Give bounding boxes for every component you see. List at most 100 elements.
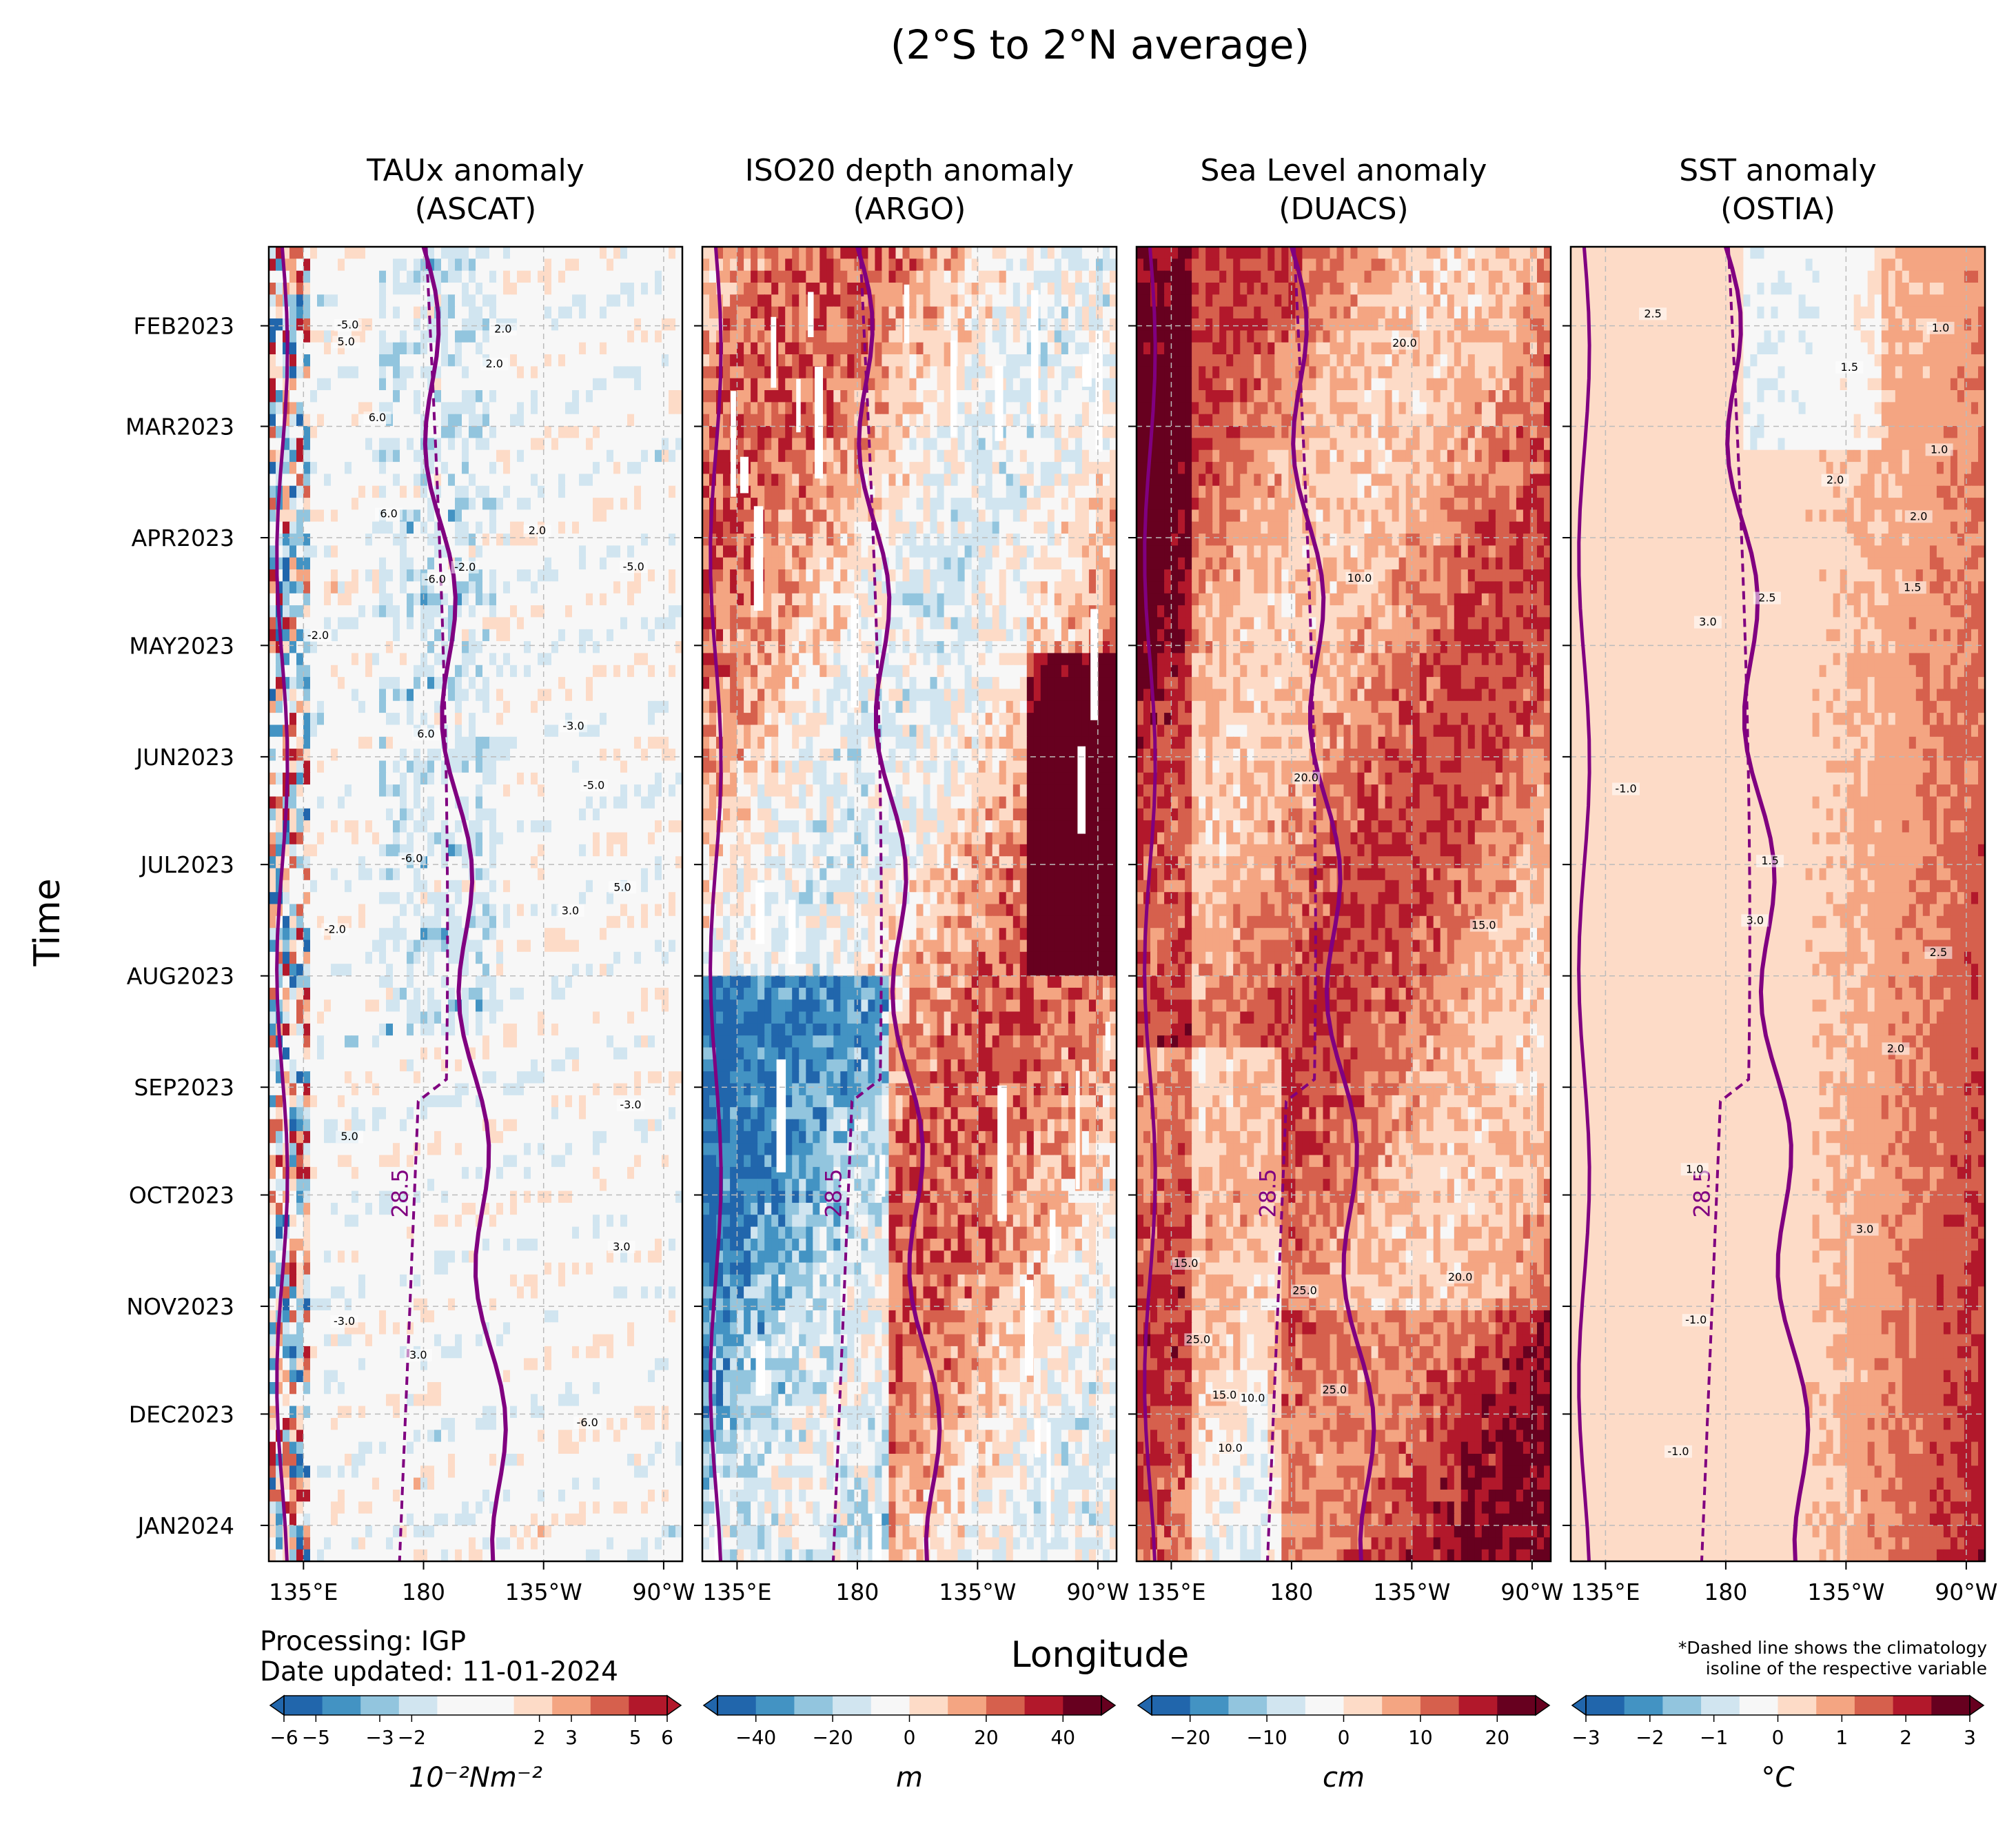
heatmap-cell — [310, 342, 318, 355]
heatmap-cell — [400, 641, 407, 654]
heatmap-cell — [379, 665, 387, 678]
heatmap-cell — [331, 390, 338, 403]
heatmap-cell — [358, 987, 366, 1000]
heatmap-cell — [600, 390, 607, 403]
heatmap-cell — [544, 1083, 552, 1096]
heatmap-cell — [620, 760, 628, 773]
heatmap-cell — [352, 426, 359, 439]
heatmap-cell — [620, 306, 628, 319]
heatmap-cell — [496, 270, 504, 283]
heatmap-cell — [420, 414, 428, 427]
heatmap-cell — [379, 581, 387, 594]
heatmap-cell — [407, 1071, 414, 1084]
heatmap-cell — [324, 1130, 332, 1144]
heatmap-cell — [620, 915, 628, 929]
heatmap-cell — [627, 856, 635, 869]
heatmap-cell — [586, 928, 593, 941]
heatmap-cell — [400, 844, 407, 857]
heatmap-cell — [414, 700, 421, 713]
heatmap-cell — [565, 653, 573, 666]
heatmap-cell — [489, 330, 497, 343]
heatmap-cell — [324, 402, 332, 415]
heatmap-cell — [352, 402, 359, 415]
heatmap-cell — [317, 844, 325, 857]
heatmap-cell — [434, 1071, 442, 1084]
heatmap-cell — [634, 617, 642, 630]
heatmap-cell — [331, 283, 338, 296]
heatmap-cell — [393, 772, 400, 785]
heatmap-cell — [538, 1202, 545, 1215]
heatmap-cell — [503, 1179, 511, 1192]
heatmap-cell — [531, 975, 538, 988]
heatmap-cell — [386, 940, 394, 953]
heatmap-cell — [579, 593, 587, 606]
heatmap-cell — [441, 438, 449, 451]
heatmap-cell — [296, 270, 304, 283]
heatmap-cell — [441, 283, 449, 296]
heatmap-cell — [662, 378, 669, 391]
heatmap-cell — [386, 581, 394, 594]
heatmap-cell — [648, 605, 655, 618]
heatmap-cell — [372, 402, 380, 415]
heatmap-cell — [565, 796, 573, 809]
heatmap-cell — [655, 975, 662, 988]
heatmap-cell — [572, 700, 580, 713]
heatmap-cell — [496, 928, 504, 941]
heatmap-cell — [593, 975, 600, 988]
heatmap-cell — [296, 760, 304, 773]
heatmap-cell — [296, 617, 304, 630]
heatmap-cell — [310, 247, 318, 260]
heatmap-cell — [669, 581, 676, 594]
heatmap-cell — [524, 653, 531, 666]
heatmap-cell — [324, 1226, 332, 1239]
heatmap-cell — [510, 975, 518, 988]
heatmap-cell — [489, 509, 497, 523]
heatmap-cell — [655, 868, 662, 881]
heatmap-cell — [303, 904, 311, 917]
heatmap-cell — [407, 880, 414, 893]
heatmap-cell — [655, 1047, 662, 1060]
heatmap-cell — [544, 665, 552, 678]
heatmap-cell — [593, 880, 600, 893]
heatmap-cell — [310, 1095, 318, 1108]
heatmap-cell — [352, 1166, 359, 1179]
heatmap-cell — [496, 844, 504, 857]
heatmap-cell — [317, 749, 325, 762]
heatmap-cell — [613, 342, 621, 355]
heatmap-cell — [489, 1011, 497, 1024]
heatmap-cell — [524, 414, 531, 427]
heatmap-cell — [544, 534, 552, 547]
heatmap-cell — [434, 689, 442, 702]
heatmap-cell — [675, 1155, 682, 1168]
heatmap-cell — [358, 796, 366, 809]
heatmap-cell — [613, 629, 621, 642]
heatmap-cell — [607, 713, 614, 726]
heatmap-cell — [627, 294, 635, 307]
heatmap-cell — [296, 1166, 304, 1179]
heatmap-cell — [448, 677, 456, 690]
heatmap-cell — [296, 1226, 304, 1239]
heatmap-cell — [648, 474, 655, 487]
heatmap-cell — [462, 629, 469, 642]
heatmap-cell — [345, 521, 352, 534]
heatmap-cell — [379, 557, 387, 570]
heatmap-cell — [310, 545, 318, 558]
heatmap-cell — [482, 521, 490, 534]
heatmap-cell — [613, 1202, 621, 1215]
heatmap-cell — [524, 1166, 531, 1179]
heatmap-cell — [634, 808, 642, 821]
heatmap-cell — [524, 964, 531, 977]
heatmap-cell — [331, 258, 338, 272]
heatmap-cell — [317, 987, 325, 1000]
heatmap-cell — [407, 641, 414, 654]
heatmap-cell — [476, 294, 483, 307]
heatmap-cell — [669, 1095, 676, 1108]
heatmap-cell — [420, 378, 428, 391]
heatmap-cell — [600, 378, 607, 391]
heatmap-cell — [607, 390, 614, 403]
heatmap-cell — [669, 975, 676, 988]
heatmap-cell — [269, 1143, 276, 1156]
heatmap-cell — [544, 653, 552, 666]
heatmap-cell — [476, 1107, 483, 1120]
heatmap-cell — [462, 593, 469, 606]
